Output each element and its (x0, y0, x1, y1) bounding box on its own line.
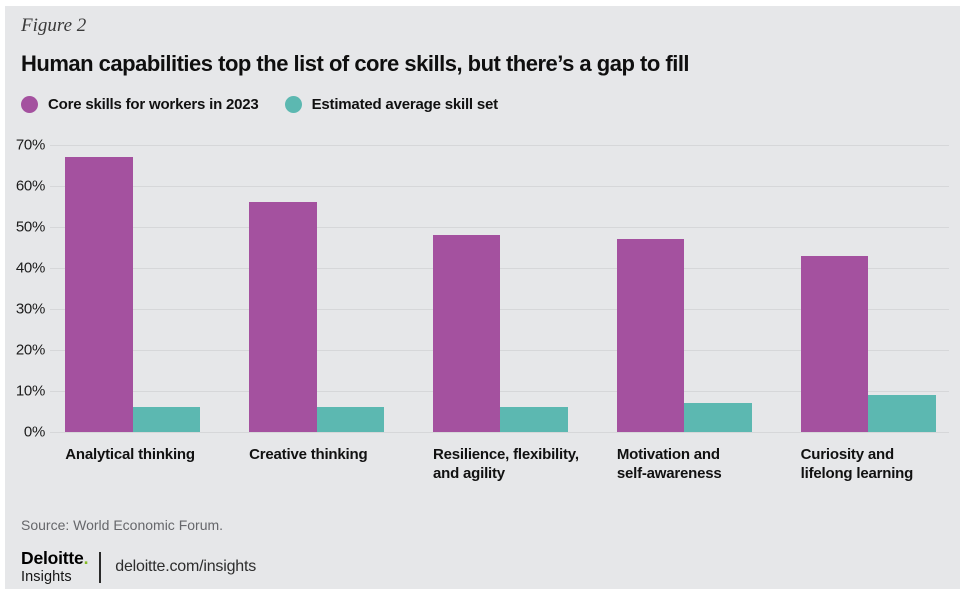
gridline (50, 186, 949, 187)
category-labels: Analytical thinking Creative thinking Resi… (50, 445, 949, 489)
deloitte-insights-logo: Deloitte. Insights (21, 548, 89, 585)
y-tick-label: 10% (15, 382, 45, 400)
brand-sub: Insights (21, 568, 72, 585)
bar-group (65, 145, 201, 432)
legend-dot-purple (21, 96, 38, 113)
category-label: Resilience, flexibility, and agility (432, 446, 579, 483)
legend-dot-teal (284, 96, 302, 113)
gridline (50, 227, 949, 228)
bar-group (432, 145, 568, 432)
category-label: Creative thinking (249, 446, 368, 463)
gridline (50, 432, 949, 433)
footer: Deloitte. Insights deloitte.com/insights (21, 548, 257, 585)
y-tick-label: 20% (15, 341, 45, 359)
y-tick-label: 40% (15, 259, 45, 277)
legend-label: Core skills for workers in 2023 (48, 96, 259, 113)
source-note: Source: World Economic Forum. (21, 517, 224, 533)
bar (616, 239, 685, 432)
legend-item-core-skills: Core skills for workers in 2023 (21, 96, 259, 113)
figure-label: Figure 2 (21, 15, 87, 36)
bar (684, 403, 752, 432)
legend-item-average-skill-set: Estimated average skill set (284, 96, 499, 113)
chart-title: Human capabilities top the list of core … (21, 51, 690, 76)
bar-group (249, 145, 384, 432)
category-label: Analytical thinking (65, 446, 195, 463)
bar-group (800, 145, 936, 432)
footer-url: deloitte.com/insights (115, 558, 257, 575)
legend-label: Estimated average skill set (311, 96, 499, 113)
gridline (50, 145, 949, 146)
y-tick-label: 70% (15, 136, 45, 154)
y-tick-label: 60% (15, 177, 45, 195)
bar (800, 255, 869, 432)
y-tick-label: 30% (15, 300, 45, 318)
category-label: Motivation and self-awareness (616, 446, 722, 483)
category-label: Curiosity and lifelong learning (800, 446, 914, 483)
footer-divider (99, 551, 102, 583)
bar (316, 407, 384, 432)
plot-area (50, 145, 949, 433)
bar-group (616, 145, 752, 432)
bar (65, 157, 133, 432)
bar (432, 235, 501, 432)
bar (249, 202, 317, 432)
bar (132, 407, 201, 432)
bar (868, 395, 936, 432)
brand-name: Deloitte. (21, 548, 89, 568)
y-tick-label: 50% (15, 218, 45, 236)
chart-panel: Figure 2 Human capabilities top the list… (5, 6, 960, 589)
brand-green-dot: . (83, 548, 89, 568)
y-axis-labels: 70% 60% 50% 40% 30% 20% 10% 0% (5, 137, 45, 441)
bar (500, 407, 568, 432)
y-tick-label: 0% (23, 423, 45, 441)
legend: Core skills for workers in 2023 Estimate… (21, 96, 498, 113)
